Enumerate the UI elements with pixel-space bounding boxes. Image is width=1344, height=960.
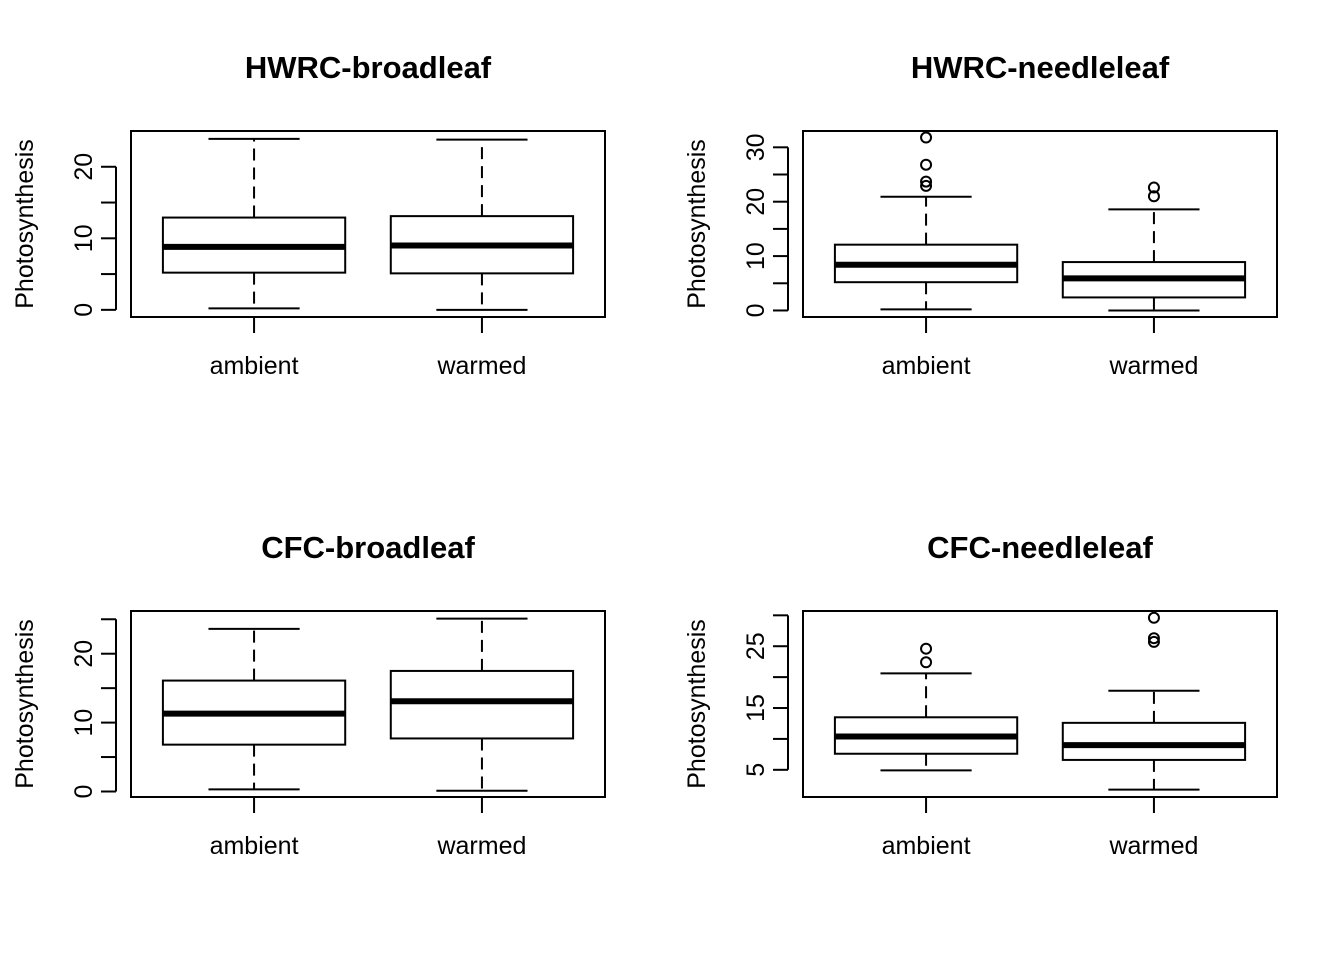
chart-panel: CFC-broadleaf 0 10 20 Photosynthesis ambient w… [11, 530, 606, 860]
y-tick-label: 10 [742, 242, 770, 270]
y-axis-label: Photosynthesis [11, 139, 39, 309]
outlier-point [920, 179, 933, 192]
iqr-box [389, 669, 575, 740]
plot-frame [130, 610, 606, 798]
y-tick-label: 0 [70, 785, 98, 799]
category-label: warmed [436, 832, 526, 860]
chart-panel: HWRC-broadleaf 0 10 20 Photosynthesis ambient… [11, 50, 606, 380]
chart-panel: HWRC-needleleaf 0 10 20 30 Photosynthesis ambi… [683, 50, 1278, 380]
chart-title: HWRC-broadleaf [245, 50, 492, 85]
box-ambient: ambient [833, 642, 1019, 860]
plot-frame [802, 610, 1278, 798]
y-axis-label: Photosynthesis [11, 619, 39, 789]
y-tick-label: 15 [742, 694, 770, 722]
y-tick-label: 20 [70, 153, 98, 181]
chart-title: CFC-needleleaf [927, 530, 1153, 565]
y-tick-label: 5 [742, 763, 770, 777]
outlier-point [920, 131, 933, 144]
y-tick-label: 0 [70, 303, 98, 317]
category-label: ambient [210, 832, 299, 860]
category-label: ambient [210, 352, 299, 380]
y-tick-label: 20 [742, 188, 770, 216]
y-tick-label: 20 [70, 640, 98, 668]
y-tick-label: 10 [70, 224, 98, 252]
y-tick-label: 0 [742, 304, 770, 318]
outlier-point [1147, 635, 1160, 648]
box-ambient: ambient [833, 131, 1019, 380]
y-axis-label: Photosynthesis [683, 139, 711, 309]
outlier-point [1147, 181, 1160, 194]
outlier-point [1147, 190, 1160, 203]
box-warmed: warmed [1061, 181, 1247, 380]
box-warmed: warmed [1061, 611, 1247, 860]
outlier-point [1147, 611, 1160, 624]
y-axis-label: Photosynthesis [683, 619, 711, 789]
chart-panel: CFC-needleleaf 5 15 25 Photosynthesis ambient… [683, 530, 1278, 860]
box-warmed: warmed [389, 617, 575, 860]
y-tick-label: 25 [742, 632, 770, 660]
outlier-point [920, 175, 933, 188]
outlier-point [920, 642, 933, 655]
box-warmed: warmed [389, 138, 575, 380]
iqr-box [1061, 721, 1247, 761]
category-label: warmed [1108, 832, 1198, 860]
plot-frame [130, 130, 606, 318]
chart-title: HWRC-needleleaf [911, 50, 1170, 85]
box-ambient: ambient [161, 137, 347, 380]
category-label: ambient [882, 352, 971, 380]
y-tick-label: 30 [742, 133, 770, 161]
outlier-point [1147, 632, 1160, 645]
y-tick-label: 10 [70, 709, 98, 737]
plot-frame [802, 130, 1278, 318]
category-label: ambient [882, 832, 971, 860]
category-label: warmed [1108, 352, 1198, 380]
outlier-point [920, 158, 933, 171]
box-ambient: ambient [161, 627, 347, 860]
category-label: warmed [436, 352, 526, 380]
chart-title: CFC-broadleaf [261, 530, 475, 565]
outlier-point [920, 656, 933, 669]
